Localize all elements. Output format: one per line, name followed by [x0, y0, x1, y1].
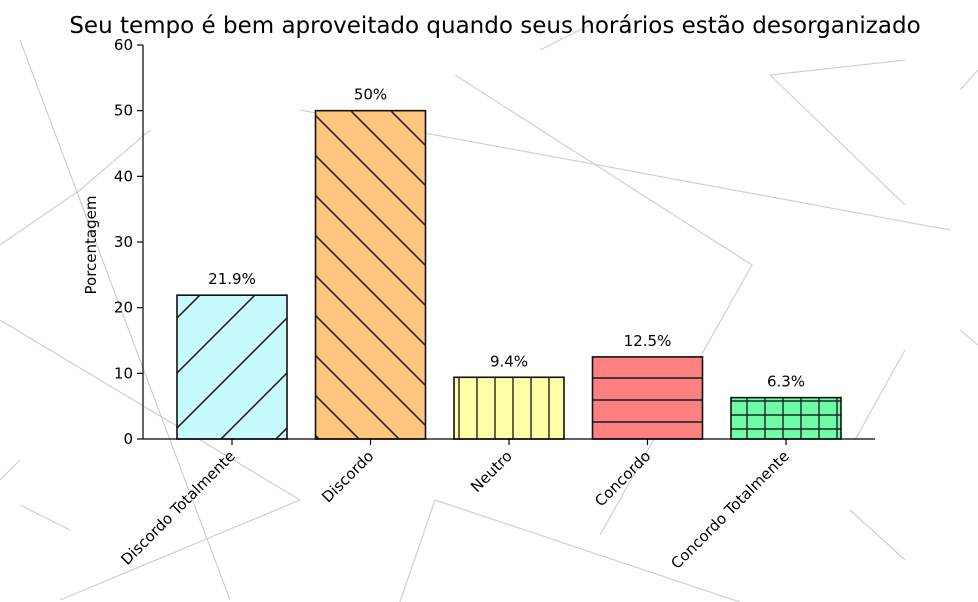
y-tick-label: 0 — [123, 430, 133, 448]
background-decoration — [0, 19, 978, 602]
x-tick-label: Concordo — [591, 447, 654, 510]
y-tick-label: 50 — [114, 102, 133, 120]
bar-3 — [591, 356, 704, 440]
bar-hatch — [454, 377, 564, 439]
bar-hatch — [315, 110, 426, 440]
data-label: 6.3% — [767, 373, 805, 391]
bars: 21.9% 50% 9.4% 12.5% 6.3% — [176, 86, 842, 440]
y-tick-label: 20 — [114, 299, 133, 317]
x-axis: Discordo Totalmente Discordo Neutro Concord… — [117, 439, 793, 573]
data-label: 9.4% — [490, 352, 528, 370]
y-tick-label: 60 — [114, 36, 133, 54]
bar-hatch — [731, 397, 841, 439]
data-label: 21.9% — [208, 270, 256, 288]
y-tick-label: 40 — [114, 167, 133, 185]
bar-2 — [453, 376, 565, 440]
x-tick-label: Concordo Totalmente — [667, 447, 792, 572]
y-tick-label: 10 — [114, 364, 133, 382]
data-label: 12.5% — [624, 332, 672, 350]
bar-0 — [176, 294, 288, 440]
bar-hatch — [592, 356, 703, 439]
bar-hatch — [177, 295, 287, 439]
bar-1 — [314, 109, 427, 440]
bar-4 — [730, 396, 842, 440]
data-label: 50% — [354, 86, 387, 104]
y-axis: 0 10 20 30 40 50 60 — [114, 36, 143, 448]
x-tick-label: Neutro — [467, 447, 516, 496]
y-axis-label: Porcentagem — [82, 196, 100, 295]
x-tick-label: Discordo — [318, 447, 377, 506]
chart-title: Seu tempo é bem aproveitado quando seus … — [69, 13, 920, 39]
y-tick-label: 30 — [114, 233, 133, 251]
